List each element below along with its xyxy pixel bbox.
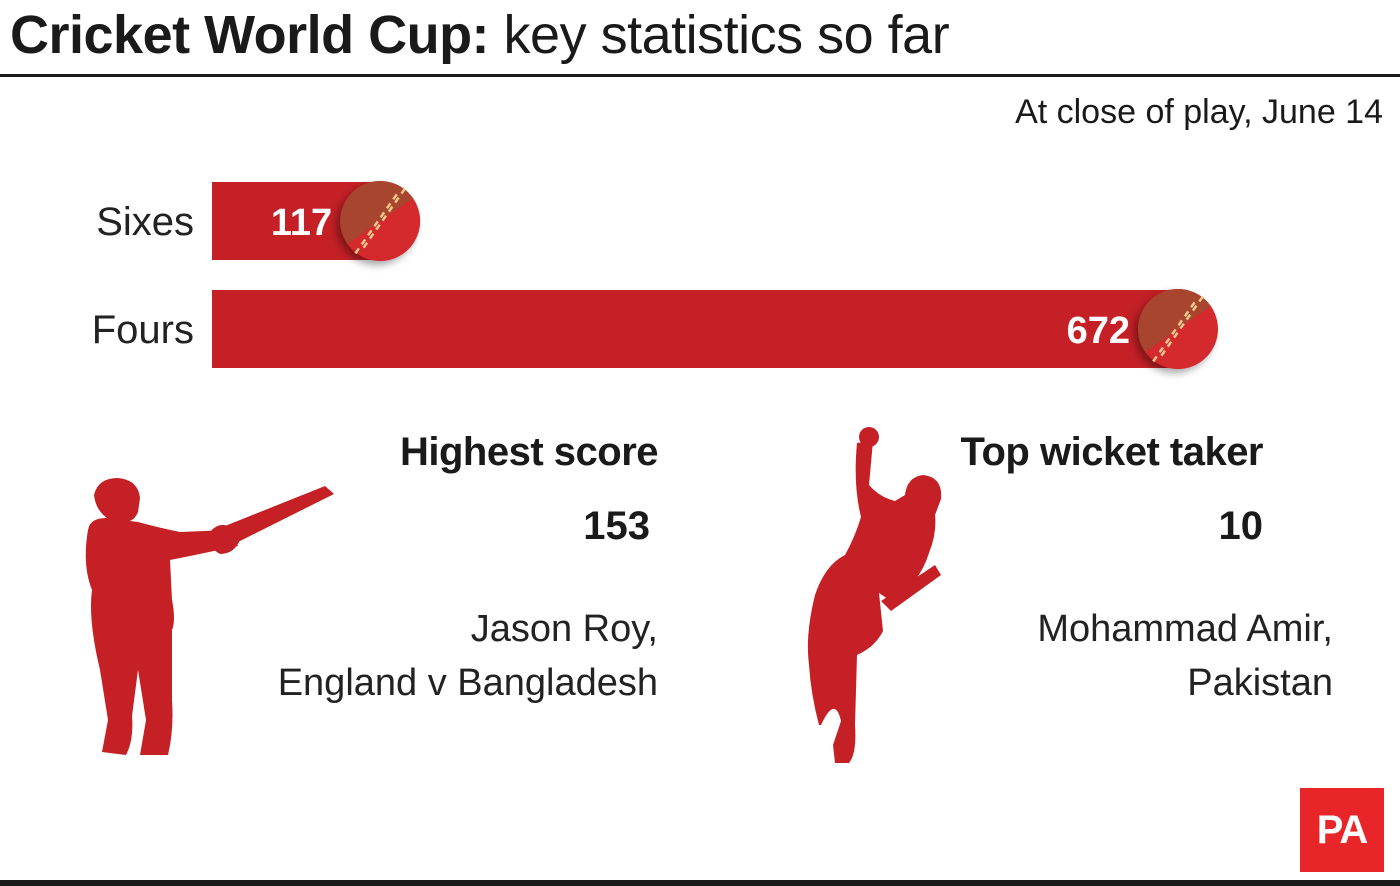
ball-seam-1 <box>1152 301 1196 363</box>
bottom-divider <box>0 880 1400 886</box>
bar-fours <box>212 290 1178 368</box>
top-wicket-taker-block: Top wicket taker 10 Mohammad Amir, Pakis… <box>813 428 1333 710</box>
top-wicket-taker-heading: Top wicket taker <box>960 430 1264 474</box>
bar-chart: Sixes 117 Fours 672 <box>92 181 1218 369</box>
highest-score-block: Highest score 153 Jason Roy, England v B… <box>138 428 659 710</box>
cricket-ball-icon <box>1138 289 1218 369</box>
cricket-ball-icon <box>340 181 421 261</box>
bowler-silhouette-icon <box>807 427 942 763</box>
title-bold: Cricket World Cup: <box>10 5 490 65</box>
pa-logo: PA <box>1300 788 1384 872</box>
top-wicket-taker-team: Pakistan <box>1187 662 1333 704</box>
value-label-sixes: 117 <box>271 202 332 244</box>
batsman-silhouette-icon <box>85 478 334 755</box>
top-wicket-taker-player: Mohammad Amir, <box>1037 608 1333 650</box>
highest-score-description: Jason Roy, England v Bangladesh <box>138 602 658 710</box>
top-divider <box>0 74 1400 77</box>
top-wicket-taker-value: 10 <box>1218 504 1264 548</box>
ball-seam-2 <box>1160 295 1204 357</box>
highest-score-heading: Highest score <box>399 430 659 474</box>
chart-title: Cricket World Cup: key statistics so far <box>10 2 950 68</box>
ball-seam-2 <box>362 187 406 249</box>
title-light: key statistics so far <box>503 5 950 65</box>
highest-score-player: Jason Roy, <box>470 608 658 650</box>
value-label-fours: 672 <box>1067 310 1130 352</box>
category-label-sixes: Sixes <box>96 200 194 244</box>
highest-score-match: England v Bangladesh <box>277 662 658 704</box>
chart-subtitle: At close of play, June 14 <box>1015 93 1383 131</box>
highest-score-value: 153 <box>583 504 650 548</box>
ball-seam-1 <box>354 193 398 255</box>
category-label-fours: Fours <box>92 308 194 352</box>
top-wicket-taker-description: Mohammad Amir, Pakistan <box>813 602 1333 710</box>
